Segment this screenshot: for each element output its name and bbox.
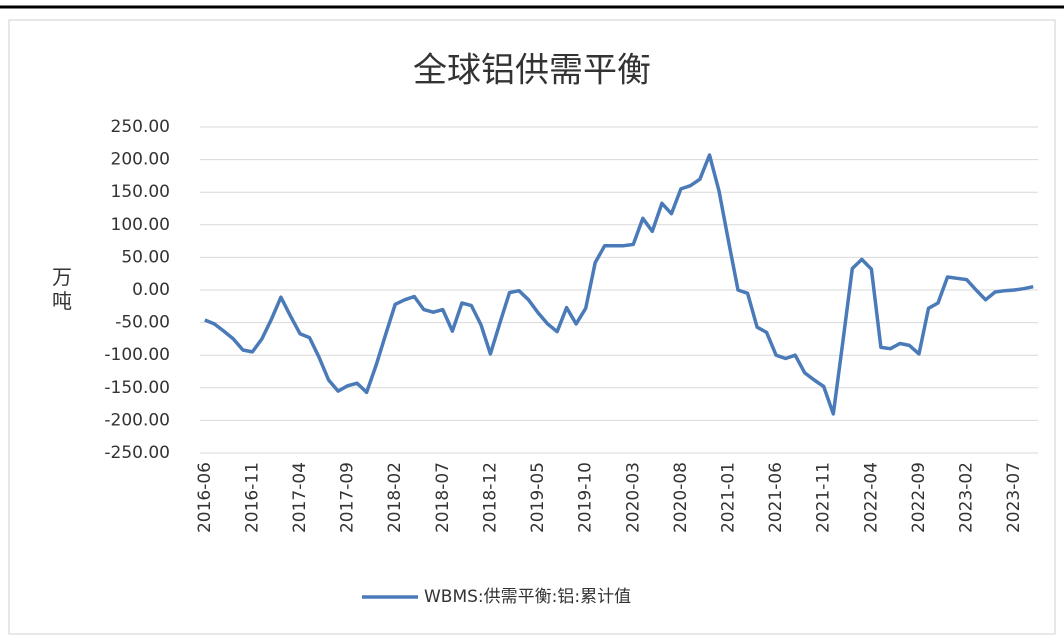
chart-title: 全球铝供需平衡 bbox=[413, 51, 651, 91]
data-line bbox=[204, 153, 1034, 416]
x-tick-label: 2017-09 bbox=[338, 462, 358, 533]
y-tick-label: 0.00 bbox=[132, 280, 170, 300]
y-tick-label: -200.00 bbox=[104, 410, 170, 430]
x-tick-label: 2017-04 bbox=[290, 462, 310, 533]
x-tick-label: 2022-09 bbox=[909, 462, 929, 533]
x-tick-label: 2023-02 bbox=[957, 462, 977, 533]
y-tick-label: -100.00 bbox=[104, 345, 170, 365]
x-tick-label: 2019-05 bbox=[528, 462, 548, 533]
y-tick-label: -250.00 bbox=[104, 443, 170, 463]
x-tick-label: 2022-04 bbox=[861, 462, 881, 533]
y-tick-label: -150.00 bbox=[104, 378, 170, 398]
x-tick-label: 2021-11 bbox=[814, 462, 834, 533]
x-tick-label: 2018-02 bbox=[385, 462, 405, 533]
x-tick-label: 2018-07 bbox=[433, 462, 453, 533]
legend-label: WBMS:供需平衡:铝:累计值 bbox=[424, 587, 631, 607]
x-tick-label: 2021-06 bbox=[766, 462, 786, 533]
x-tick-label: 2020-03 bbox=[623, 462, 643, 533]
y-tick-label: 200.00 bbox=[111, 150, 170, 170]
x-tick-label: 2020-08 bbox=[671, 462, 691, 533]
chart-frame bbox=[8, 19, 1056, 635]
y-axis-label: 万吨 bbox=[52, 265, 72, 313]
x-tick-label: 2016-11 bbox=[242, 462, 262, 533]
y-tick-label: 50.00 bbox=[121, 247, 170, 267]
x-tick-label: 2018-12 bbox=[480, 462, 500, 533]
y-tick-label: -50.00 bbox=[115, 313, 170, 333]
x-tick-label: 2019-10 bbox=[576, 462, 596, 533]
y-tick-label: 100.00 bbox=[111, 215, 170, 235]
y-tick-label: 150.00 bbox=[111, 182, 170, 202]
x-tick-label: 2016-06 bbox=[195, 462, 215, 533]
y-tick-label: 250.00 bbox=[111, 117, 170, 137]
x-tick-label: 2021-01 bbox=[719, 462, 739, 533]
x-tick-label: 2023-07 bbox=[1004, 462, 1024, 533]
